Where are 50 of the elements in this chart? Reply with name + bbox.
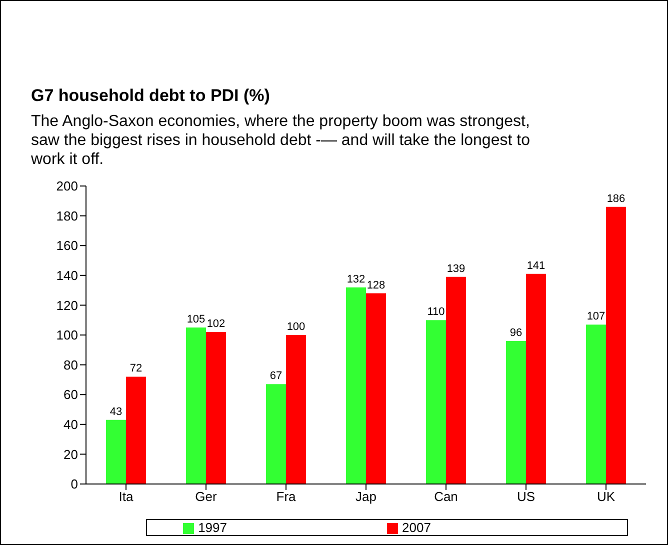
- legend-label: 1997: [198, 520, 227, 535]
- data-label: 132: [346, 273, 366, 286]
- data-label: 67: [270, 370, 282, 382]
- bar: [106, 420, 126, 484]
- bar: [446, 276, 466, 484]
- data-label: 141: [526, 260, 546, 272]
- bar: [506, 340, 526, 484]
- bar: [186, 328, 206, 484]
- y-tick-label: 60: [64, 387, 78, 402]
- data-label: 139: [446, 262, 466, 275]
- x-tick-label: Fra: [276, 489, 297, 504]
- y-tick-label: 0: [70, 476, 78, 492]
- x-tick-label: US: [516, 489, 536, 504]
- data-label: 110: [427, 306, 445, 318]
- y-tick-label: 200: [56, 178, 78, 194]
- bar: [586, 324, 606, 484]
- data-label: 105: [186, 314, 206, 326]
- x-tick-label: Ita: [118, 489, 134, 504]
- data-label: 96: [510, 326, 522, 339]
- data-label: 186: [606, 192, 626, 205]
- chart-title: G7 household debt to PDI (%): [31, 86, 271, 106]
- data-label: 72: [130, 362, 142, 375]
- legend-label: 2007: [402, 520, 431, 535]
- x-tick-label: UK: [596, 489, 616, 504]
- data-label: 100: [286, 321, 306, 333]
- x-tick-label: Ger: [195, 489, 218, 504]
- data-label: 128: [366, 279, 386, 292]
- bar: [286, 335, 306, 484]
- data-label: 43: [110, 406, 122, 418]
- y-tick-label: 100: [56, 328, 78, 343]
- bar: [346, 287, 366, 484]
- bar: [526, 274, 546, 484]
- y-tick-label: 40: [64, 417, 78, 432]
- y-tick-label: 160: [56, 238, 78, 254]
- bar: [366, 293, 386, 484]
- chart-subtitle: The Anglo-Saxon economies, where the property boom was strongest, saw the biggest rises in household debt -— and will take the longest to work it off.: [31, 112, 531, 169]
- x-tick-label: Can: [434, 489, 458, 504]
- y-tick-label: 140: [56, 268, 78, 284]
- x-tick-label: Jap: [356, 489, 376, 504]
- bar: [606, 206, 626, 484]
- data-label: 102: [206, 318, 226, 330]
- y-tick-label: 180: [56, 208, 78, 224]
- y-tick-label: 20: [64, 446, 78, 462]
- bar: [266, 384, 286, 484]
- y-tick-label: 80: [64, 357, 78, 372]
- bar: [206, 332, 226, 484]
- data-label: 107: [586, 310, 606, 323]
- bar: [426, 320, 446, 484]
- bar: [126, 376, 146, 484]
- y-tick-label: 120: [56, 298, 78, 313]
